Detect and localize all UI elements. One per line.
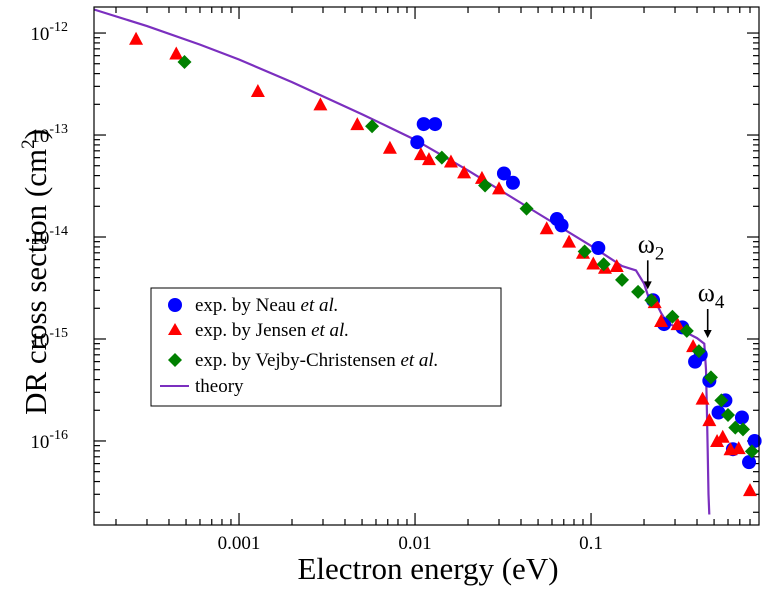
vejby-christensen-point: [478, 178, 493, 193]
annotation-arrowhead: [703, 329, 712, 338]
neau-point: [742, 455, 757, 470]
neau-point: [734, 410, 749, 425]
jensen-point: [129, 31, 144, 45]
legend-label-vejby: exp. by Vejby-Christensen et al.: [195, 350, 438, 371]
annotation-arrowhead: [643, 281, 652, 290]
y-tick-label: 10-14: [30, 224, 68, 249]
legend-marker-neau: [168, 298, 182, 312]
legend-label-theory: theory: [195, 376, 244, 397]
jensen-point: [421, 152, 436, 166]
vejby-christensen-point: [365, 119, 380, 134]
vejby-christensen-point: [577, 244, 592, 259]
jensen-point: [609, 258, 624, 272]
neau-point: [711, 405, 726, 420]
y-axis-label-sup: 2: [18, 139, 39, 149]
plot-frame: [93, 6, 760, 526]
jensen-point: [715, 429, 730, 443]
neau-point: [410, 135, 425, 150]
x-tick-label: 0.1: [579, 533, 603, 554]
jensen-point: [670, 317, 685, 331]
theory-curve: [93, 8, 711, 515]
points-layer: [129, 31, 762, 497]
jensen-point: [695, 391, 710, 405]
jensen-point: [457, 165, 472, 179]
legend: exp. by Neau et al. exp. by Jensen et al…: [150, 287, 502, 407]
jensen-point: [250, 84, 265, 98]
jensen-point: [539, 221, 554, 235]
vejby-christensen-point: [744, 444, 759, 459]
neau-point: [747, 433, 762, 448]
vejby-christensen-point: [615, 272, 630, 287]
theory-layer: [93, 8, 711, 515]
legend-marker-jensen: [168, 323, 182, 335]
jensen-point: [586, 256, 601, 270]
jensen-point: [413, 147, 428, 161]
neau-point: [428, 117, 443, 132]
jensen-point: [731, 441, 746, 455]
jensen-point: [562, 234, 577, 248]
vejby-christensen-point: [735, 422, 750, 437]
jensen-point: [313, 97, 328, 111]
neau-point: [554, 218, 569, 233]
jensen-point: [492, 181, 507, 195]
jensen-point: [654, 314, 669, 328]
jensen-point: [382, 140, 397, 154]
y-axis-label-main: DR cross section (cm: [18, 149, 53, 415]
legend-box: [150, 287, 502, 407]
vejby-christensen-point: [434, 150, 449, 165]
y-tick-label: 10-16: [30, 428, 68, 453]
vejby-christensen-point: [714, 393, 729, 408]
vejby-christensen-point: [703, 370, 718, 385]
y-tick-label: 10-13: [30, 122, 68, 147]
neau-point: [591, 241, 606, 256]
legend-label-neau: exp. by Neau et al.: [195, 295, 339, 316]
vejby-christensen-point: [679, 323, 694, 338]
vejby-christensen-point: [691, 344, 706, 359]
neau-point: [416, 117, 431, 132]
y-axis-label-close: ): [18, 129, 53, 139]
annotation-layer: ω2 ω4: [638, 229, 725, 338]
vejby-christensen-point: [631, 284, 646, 299]
x-tick-label: 0.01: [398, 533, 431, 554]
axis-ticks: 0.001 0.01 0.1 10-12 10-13 10-14 10-15 10-16: [30, 7, 759, 554]
y-tick-label: 10-12: [30, 20, 68, 45]
vejby-christensen-point: [519, 201, 534, 216]
x-tick-label: 0.001: [218, 533, 261, 554]
jensen-point: [702, 413, 717, 427]
y-axis-label: DR cross section (cm2): [18, 129, 53, 415]
y-tick-label: 10-15: [30, 326, 68, 351]
legend-label-jensen: exp. by Jensen et al.: [195, 320, 349, 341]
jensen-point: [169, 46, 184, 60]
legend-marker-vejby: [168, 353, 182, 367]
neau-point: [496, 166, 511, 181]
annotation-omega-2: ω2: [638, 229, 665, 264]
vejby-christensen-point: [596, 257, 611, 272]
vejby-christensen-point: [644, 293, 659, 308]
vejby-christensen-point: [721, 407, 736, 422]
jensen-point: [443, 154, 458, 168]
jensen-point: [742, 483, 757, 497]
vejby-christensen-point: [177, 54, 192, 69]
annotation-omega-4: ω4: [698, 278, 725, 313]
jensen-point: [350, 117, 365, 131]
x-axis-label: Electron energy (eV): [297, 551, 558, 586]
vejby-christensen-point: [665, 309, 680, 324]
neau-point: [505, 175, 520, 190]
